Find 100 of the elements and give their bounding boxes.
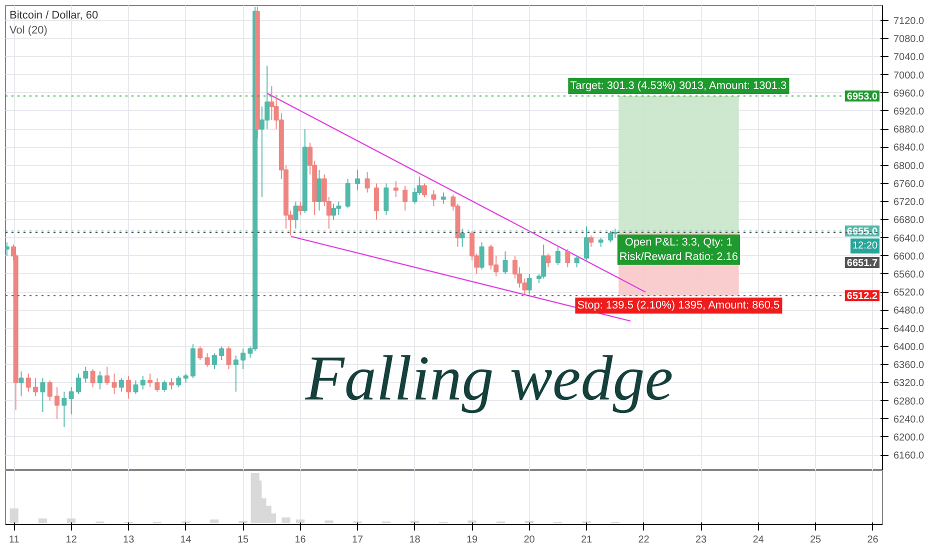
candlestick	[355, 169, 360, 191]
x-tick-label: 25	[810, 534, 822, 546]
bar	[468, 520, 476, 524]
y-tick-label: 6920.0	[894, 106, 925, 118]
y-tick-label: 6440.0	[894, 324, 925, 335]
x-tick-label: 16	[294, 534, 306, 546]
candlestick	[402, 185, 408, 212]
x-tick-label: 24	[752, 534, 764, 546]
y-tick-label: 6480.0	[894, 306, 925, 317]
candlestick	[90, 368, 96, 388]
x-tick-label: 26	[867, 534, 879, 546]
annotation: Stop: 139.5 (2.10%) 1395, Amount: 860.5	[577, 300, 780, 312]
bar	[410, 520, 420, 524]
candlestick	[502, 250, 508, 274]
y-tick-label: 6320.0	[894, 378, 925, 390]
candlestick	[316, 169, 322, 212]
candlestick	[204, 352, 210, 368]
y-tick-label: 6520.0	[894, 288, 925, 299]
x-tick-label: 11	[8, 534, 20, 546]
candlestick	[440, 192, 446, 204]
candlestick	[198, 346, 203, 361]
candlestick	[76, 373, 81, 394]
ref-line-label: 6953.0	[846, 92, 878, 103]
candlestick	[126, 375, 132, 400]
annotation: 12:20	[852, 240, 878, 252]
y-tick-label: 6720.0	[894, 197, 925, 208]
candlestick	[393, 180, 398, 198]
bar	[296, 519, 305, 524]
candlestick	[233, 354, 238, 392]
y-tick-label: 7080.0	[894, 34, 925, 46]
candlestick	[212, 352, 217, 370]
candlestick	[546, 253, 551, 268]
annotation: Open P&L: 3.3, Qty: 1 Risk/Reward Ratio: 2.16	[619, 236, 738, 263]
x-tick-label: 15	[238, 534, 250, 546]
bar	[324, 520, 334, 524]
y-tick-label: 6760.0	[894, 178, 925, 190]
text: Vol (20)	[10, 24, 48, 36]
x-tick-label: 17	[352, 534, 364, 546]
x-tick-label: 20	[524, 534, 536, 546]
y-tick-label: 6160.0	[894, 450, 925, 462]
y-tick-label: 6280.0	[894, 396, 925, 408]
bar	[10, 508, 18, 524]
candlestick	[148, 373, 153, 388]
candlestick	[83, 366, 88, 384]
y-tick-label: 6800.0	[894, 160, 925, 172]
candlestick	[384, 182, 389, 216]
y-tick-label: 6640.0	[894, 233, 925, 244]
x-tick-label: 21	[580, 534, 593, 546]
candlestick	[431, 190, 436, 207]
ref-line-label: 6651.7	[846, 258, 878, 269]
candlestick	[479, 242, 484, 270]
y-tick-label: 6680.0	[894, 215, 925, 226]
candlestick	[104, 366, 110, 386]
candlestick	[226, 346, 232, 370]
x-tick-label: 18	[409, 534, 421, 546]
bar	[67, 518, 76, 524]
annotation: Falling wedge	[304, 342, 674, 414]
y-tick-label: 6360.0	[894, 360, 925, 372]
x-tick-label: 14	[180, 534, 192, 546]
candlestick	[293, 201, 298, 230]
y-tick-label: 6880.0	[894, 124, 925, 136]
candlestick	[240, 348, 246, 370]
candlestick	[97, 370, 102, 390]
candlestick	[162, 380, 167, 392]
chart-title: Bitcoin / Dollar, 60	[10, 10, 98, 22]
bar	[282, 517, 290, 524]
candlestick	[526, 273, 532, 295]
y-tick-label: 6200.0	[894, 432, 925, 444]
x-tick-label: 22	[638, 534, 650, 546]
y-tick-label: 7040.0	[894, 52, 925, 64]
bar	[38, 518, 48, 524]
candlestick	[555, 246, 560, 266]
x-tick-label: 13	[123, 534, 135, 546]
candlestick	[565, 248, 570, 268]
candlestick	[54, 386, 60, 420]
bar	[238, 520, 248, 524]
candlestick	[574, 255, 580, 268]
candlestick	[588, 235, 594, 248]
y-tick-label: 6560.0	[894, 269, 925, 280]
candlestick	[68, 386, 74, 415]
y-tick-label: 6400.0	[894, 342, 925, 353]
candlestick	[345, 178, 350, 209]
candlestick	[133, 380, 138, 394]
candlestick	[183, 373, 188, 384]
candlestick	[298, 201, 303, 216]
y-tick-label: 7120.0	[894, 16, 925, 27]
annotation: Target: 301.3 (4.53%) 3013, Amount: 1301.3	[570, 80, 787, 92]
bar	[210, 519, 219, 524]
candlestick	[374, 182, 379, 220]
candlestick	[47, 380, 52, 402]
x-tick-label: 12	[66, 534, 78, 546]
y-tick-label: 6600.0	[894, 251, 925, 262]
ref-line-label: 6655.0	[846, 226, 878, 238]
bar	[525, 520, 534, 524]
candlestick	[18, 370, 24, 397]
candlestick	[62, 391, 67, 428]
ref-line-label: 6512.2	[846, 291, 878, 302]
candlestick	[176, 375, 182, 388]
candlestick	[112, 373, 117, 394]
candlestick	[598, 237, 604, 248]
